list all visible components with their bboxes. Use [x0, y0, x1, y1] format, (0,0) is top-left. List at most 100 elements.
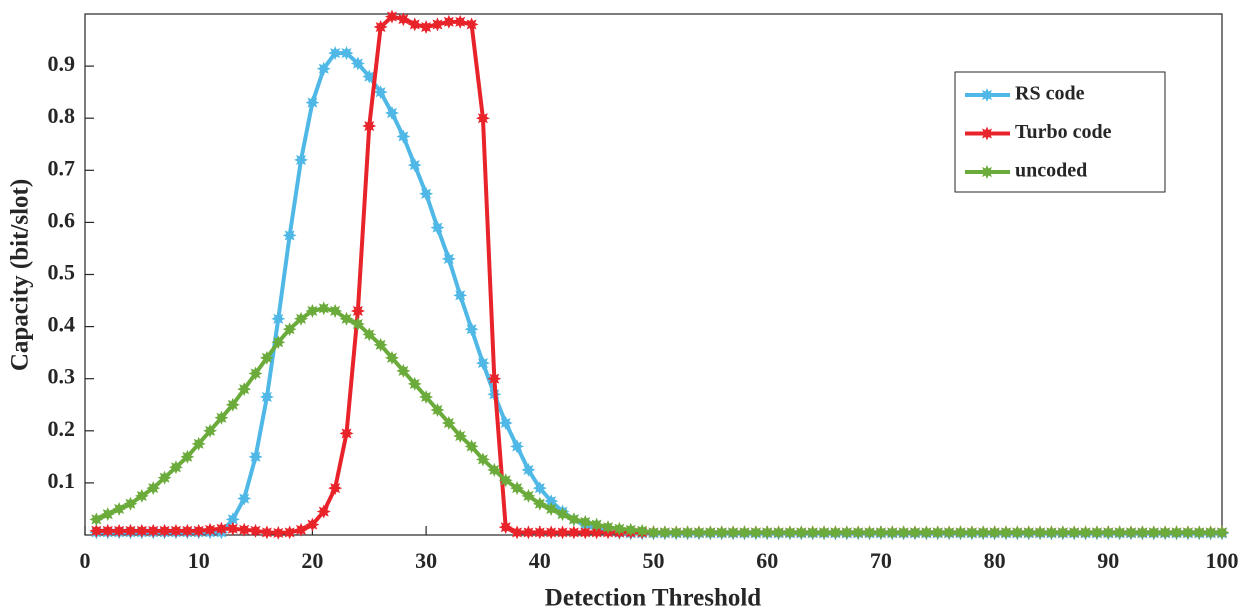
point-marker — [839, 525, 854, 540]
point-marker — [430, 402, 445, 417]
x-tick-label: 10 — [188, 548, 210, 573]
point-marker — [498, 473, 513, 488]
point-marker — [908, 525, 923, 540]
point-marker — [441, 415, 456, 430]
point-marker — [919, 525, 934, 540]
point-marker — [1215, 525, 1229, 540]
x-axis-title: Detection Threshold — [545, 585, 762, 612]
point-marker — [794, 525, 809, 540]
point-marker — [1021, 525, 1036, 540]
point-marker — [1112, 525, 1127, 540]
point-marker — [305, 95, 320, 110]
point-marker — [89, 512, 104, 527]
y-tick-label: 0.8 — [48, 103, 76, 128]
point-marker — [737, 525, 752, 540]
point-marker — [521, 488, 536, 503]
point-marker — [203, 423, 218, 438]
point-marker — [578, 525, 593, 540]
y-tick-label: 0.2 — [48, 416, 76, 441]
point-marker — [453, 14, 468, 29]
point-marker — [146, 523, 161, 538]
point-marker — [487, 371, 502, 386]
point-marker — [1033, 525, 1048, 540]
point-marker — [123, 523, 138, 538]
point-marker — [566, 512, 581, 527]
point-marker — [316, 504, 331, 519]
point-marker — [339, 311, 354, 326]
point-marker — [646, 525, 661, 540]
y-tick-label: 0.5 — [48, 260, 76, 285]
x-tick-label: 20 — [301, 548, 323, 573]
point-marker — [521, 462, 536, 477]
point-marker — [862, 525, 877, 540]
point-marker — [328, 46, 343, 61]
point-marker — [168, 460, 183, 475]
point-marker — [396, 363, 411, 378]
point-marker — [1101, 525, 1116, 540]
point-marker — [282, 322, 297, 337]
point-marker — [498, 415, 513, 430]
point-marker — [384, 350, 399, 365]
legend-label: uncoded — [1015, 160, 1087, 182]
x-tick-label: 90 — [1097, 548, 1119, 573]
point-marker — [396, 12, 411, 27]
point-marker — [464, 439, 479, 454]
point-marker — [942, 525, 957, 540]
point-marker — [930, 525, 945, 540]
x-tick-label: 70 — [870, 548, 892, 573]
point-marker — [726, 525, 741, 540]
point-marker — [1158, 525, 1173, 540]
point-marker — [635, 523, 650, 538]
point-marker — [475, 111, 490, 126]
point-marker — [987, 525, 1002, 540]
point-marker — [419, 389, 434, 404]
point-marker — [1146, 525, 1161, 540]
point-marker — [441, 251, 456, 266]
point-marker — [623, 522, 638, 537]
point-marker — [578, 514, 593, 529]
point-marker — [407, 158, 422, 173]
point-marker — [612, 521, 627, 536]
point-marker — [566, 525, 581, 540]
point-marker — [828, 525, 843, 540]
series-line — [95, 306, 1222, 535]
point-marker — [191, 436, 206, 451]
point-marker — [760, 525, 775, 540]
point-marker — [1044, 525, 1059, 540]
point-marker — [475, 356, 490, 371]
point-marker — [1203, 525, 1218, 540]
legend-label: RS code — [1015, 83, 1085, 105]
point-marker — [89, 523, 104, 538]
legend-marker — [980, 165, 994, 179]
point-marker — [373, 20, 388, 35]
point-marker — [282, 525, 297, 540]
x-tick-label: 50 — [643, 548, 665, 573]
y-axis-title: Capacity (bit/slot) — [7, 179, 34, 371]
x-tick-label: 100 — [1206, 548, 1239, 573]
point-marker — [214, 521, 229, 536]
point-marker — [601, 520, 616, 535]
point-marker — [1192, 525, 1207, 540]
point-marker — [362, 327, 377, 342]
point-marker — [100, 523, 115, 538]
point-marker — [1010, 525, 1025, 540]
point-marker — [998, 525, 1013, 540]
point-marker — [294, 311, 309, 326]
point-marker — [441, 14, 456, 29]
point-marker — [350, 56, 365, 71]
point-marker — [248, 449, 263, 464]
point-marker — [271, 525, 286, 540]
point-marker — [498, 520, 513, 535]
point-marker — [544, 501, 559, 516]
point-marker — [771, 525, 786, 540]
point-marker — [669, 525, 684, 540]
point-marker — [555, 525, 570, 540]
point-marker — [134, 488, 149, 503]
point-marker — [453, 429, 468, 444]
point-marker — [157, 523, 172, 538]
point-marker — [203, 522, 218, 537]
point-marker — [294, 522, 309, 537]
point-marker — [555, 507, 570, 522]
point-marker — [1055, 525, 1070, 540]
